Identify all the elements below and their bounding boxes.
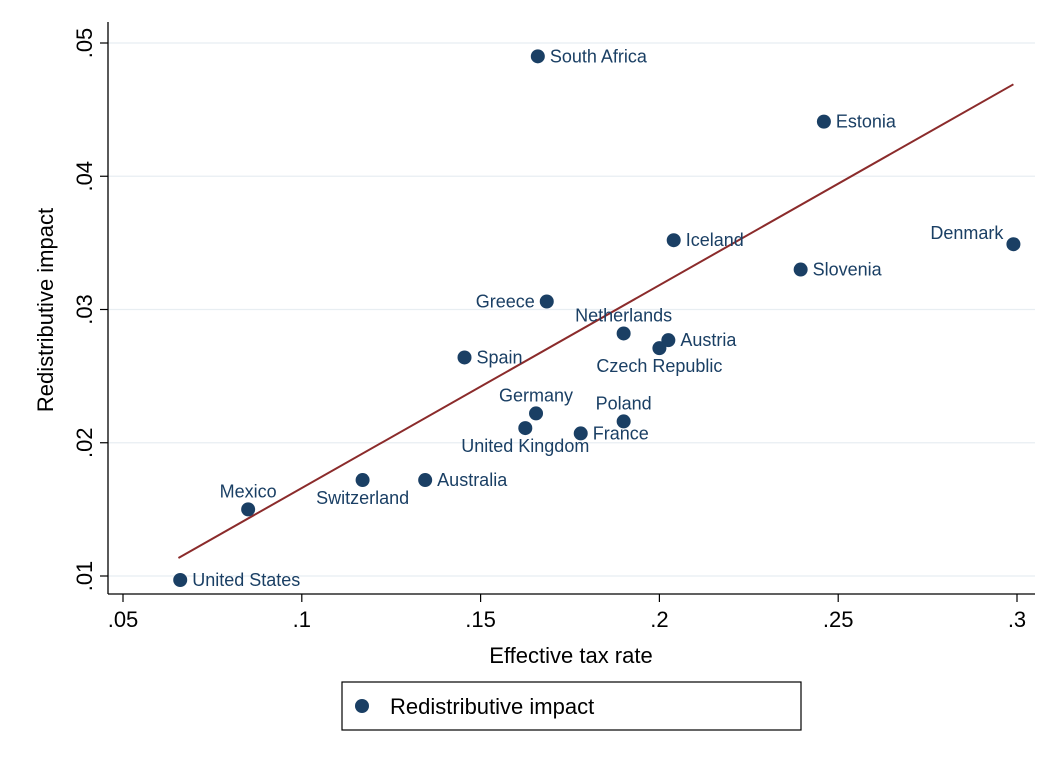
data-point	[573, 426, 588, 441]
x-tick-label: .2	[650, 607, 668, 632]
point-label: Netherlands	[575, 305, 672, 325]
y-axis-title: Redistributive impact	[33, 208, 58, 412]
data-point	[241, 502, 256, 517]
y-tick-label: .05	[72, 28, 97, 59]
point-label: Germany	[499, 385, 573, 405]
point-label: Denmark	[930, 223, 1004, 243]
x-tick-label: .15	[465, 607, 496, 632]
point-label: Switzerland	[316, 488, 409, 508]
y-tick-label: .04	[72, 161, 97, 192]
x-tick-label: .1	[293, 607, 311, 632]
y-tick-label: .02	[72, 427, 97, 458]
data-point	[652, 341, 667, 356]
data-point	[530, 49, 545, 64]
point-label: Poland	[596, 393, 652, 413]
data-point	[793, 262, 808, 277]
x-axis-title: Effective tax rate	[489, 643, 652, 668]
point-label: Greece	[476, 292, 535, 312]
data-point	[616, 326, 631, 341]
data-point	[816, 114, 831, 129]
data-point	[518, 421, 533, 436]
point-label: Slovenia	[813, 260, 883, 280]
data-point	[173, 572, 188, 587]
data-point	[529, 406, 544, 421]
fit-line-layer	[177, 83, 1014, 559]
data-point	[457, 350, 472, 365]
y-tick-label: .03	[72, 294, 97, 325]
point-label: France	[593, 423, 649, 443]
data-point	[1006, 237, 1021, 252]
fit-line	[177, 83, 1014, 559]
legend-label: Redistributive impact	[390, 694, 594, 719]
data-point	[616, 414, 631, 429]
data-point	[418, 473, 433, 488]
point-label: United States	[192, 570, 300, 590]
point-label: Spain	[477, 347, 523, 367]
point-label: United Kingdom	[461, 436, 589, 456]
gridlines	[108, 42, 1035, 577]
legend-box	[341, 681, 802, 731]
point-label: South Africa	[550, 46, 648, 66]
x-tick-label: .3	[1008, 607, 1026, 632]
point-label: Estonia	[836, 112, 897, 132]
legend: Redistributive impact	[341, 681, 802, 731]
data-point	[661, 333, 676, 348]
point-label: Czech Republic	[596, 356, 722, 376]
point-label: Iceland	[686, 230, 744, 250]
x-tick-label: .05	[108, 607, 139, 632]
legend-marker	[355, 699, 369, 713]
point-label: Austria	[680, 330, 737, 350]
point-label: Mexico	[220, 481, 277, 501]
y-tick-label: .01	[72, 561, 97, 592]
x-tick-label: .25	[823, 607, 854, 632]
point-label: Australia	[437, 470, 508, 490]
points-layer: South Africa Estonia Iceland Denmark Sloveni…	[173, 46, 1021, 590]
data-point	[539, 294, 554, 309]
axes: .01 .02 .03 .04 .05 .05 .1 .15 .2 .25 .3	[72, 22, 1035, 632]
data-point	[666, 233, 681, 248]
data-point	[355, 473, 370, 488]
